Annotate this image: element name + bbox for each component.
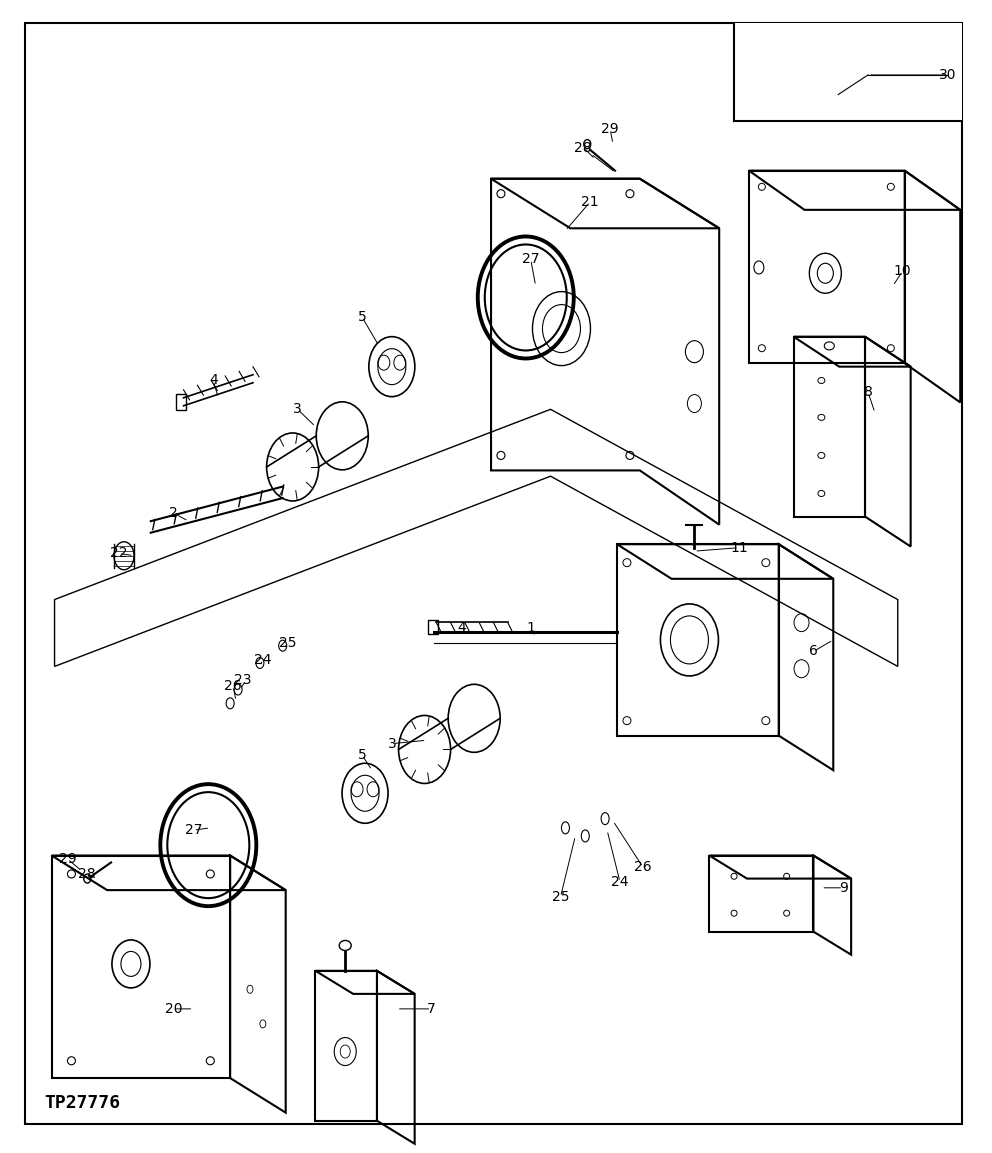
Text: 6: 6 — [809, 645, 817, 658]
Text: 10: 10 — [894, 264, 912, 278]
Text: 27: 27 — [522, 253, 540, 266]
Text: 29: 29 — [59, 852, 76, 866]
Text: TP27776: TP27776 — [45, 1094, 121, 1113]
Text: 30: 30 — [938, 68, 956, 82]
Bar — [176, 394, 186, 409]
Bar — [429, 620, 438, 634]
Text: 23: 23 — [234, 673, 252, 687]
Text: 5: 5 — [358, 310, 366, 324]
Text: 24: 24 — [254, 653, 272, 666]
Text: 21: 21 — [581, 195, 599, 209]
Bar — [734, 23, 962, 121]
Text: 28: 28 — [574, 141, 592, 155]
Text: 1: 1 — [527, 621, 535, 635]
Text: 4: 4 — [209, 374, 217, 387]
Text: 11: 11 — [730, 541, 748, 555]
Text: 26: 26 — [634, 860, 652, 874]
Text: 25: 25 — [552, 890, 569, 904]
Text: 28: 28 — [78, 867, 96, 881]
Text: 27: 27 — [185, 823, 202, 837]
Text: 4: 4 — [457, 621, 465, 635]
Text: 20: 20 — [165, 1002, 183, 1016]
Text: 3: 3 — [294, 402, 302, 416]
Text: 7: 7 — [428, 1002, 435, 1016]
Text: 3: 3 — [388, 737, 396, 751]
Text: 26: 26 — [224, 679, 242, 693]
Text: 5: 5 — [358, 748, 366, 762]
Text: 8: 8 — [864, 385, 872, 399]
Text: 22: 22 — [110, 547, 128, 560]
Text: 24: 24 — [611, 875, 629, 889]
Text: 9: 9 — [839, 881, 847, 895]
Text: 25: 25 — [279, 636, 297, 650]
Text: 29: 29 — [601, 122, 619, 136]
Text: 2: 2 — [170, 506, 178, 520]
